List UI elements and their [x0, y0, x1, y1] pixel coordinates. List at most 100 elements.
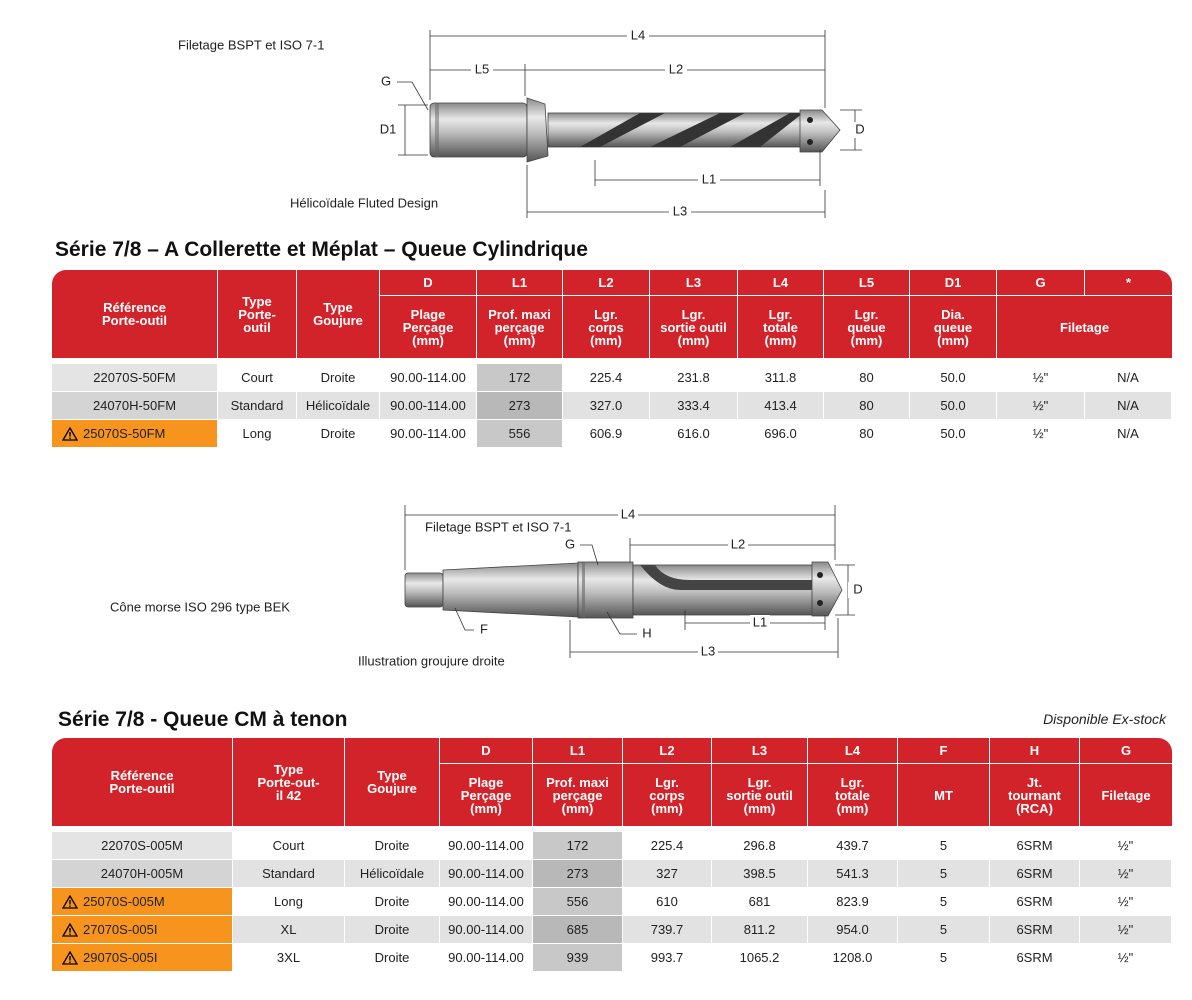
data-cell: 413.4 [738, 392, 824, 420]
data-cell: 556 [533, 888, 623, 916]
data-cell: N/A [1085, 420, 1172, 448]
data-cell: 6SRM [990, 888, 1080, 916]
data-cell: 90.00-114.00 [440, 832, 533, 860]
data-cell: Droite [345, 832, 440, 860]
data-cell: 541.3 [808, 860, 898, 888]
data-cell: 6SRM [990, 860, 1080, 888]
column-header: L5 [824, 270, 910, 296]
data-row: 25070S-50FM Long Droite 90.00-114.00 556 606.… [52, 420, 1172, 448]
dimension-label: D1 [380, 121, 397, 136]
label-bg [637, 626, 657, 642]
label-bg [848, 582, 868, 598]
data-cell: 616.0 [650, 420, 738, 448]
data-cell: 5 [898, 916, 990, 944]
label-bg [665, 62, 687, 78]
diagram-label: Hélicoïdale Fluted Design [290, 195, 438, 210]
data-cell: 50.0 [910, 392, 997, 420]
column-header: G [1080, 738, 1172, 764]
data-cell: 333.4 [650, 392, 738, 420]
data-cell: Droite [297, 364, 380, 392]
spacer [52, 358, 1172, 364]
column-subheader: Dia. queue (mm) [910, 296, 997, 358]
data-cell: Court [233, 832, 345, 860]
data-cell: N/A [1085, 364, 1172, 392]
dimension-label: L5 [475, 61, 489, 76]
column-header: L4 [738, 270, 824, 296]
data-cell: 80 [824, 392, 910, 420]
column-subheader: Jt. tournant (RCA) [990, 764, 1080, 826]
data-cell: Droite [345, 916, 440, 944]
warning-icon [61, 894, 79, 909]
spec-table: Référence Porte-outil Type Porte-out- il … [52, 738, 1172, 972]
data-row: 27070S-005I XL Droite 90.00-114.00 685 739.7 8… [52, 916, 1172, 944]
data-cell: Hélicoïdale [345, 860, 440, 888]
data-cell: 5 [898, 832, 990, 860]
column-header: D1 [910, 270, 997, 296]
column-header: Type Goujure [345, 738, 440, 826]
data-cell: ½" [1080, 944, 1172, 972]
data-row: 29070S-005I 3XL Droite 90.00-114.00 939 993.7… [52, 944, 1172, 972]
column-subheader: Lgr. corps (mm) [563, 296, 650, 358]
dimension-label: L2 [669, 61, 683, 76]
column-header: L3 [650, 270, 738, 296]
data-row: 22070S-50FM Court Droite 90.00-114.00 172 225… [52, 364, 1172, 392]
data-row: 24070H-50FM Standard Hélicoïdale 90.00-114.… [52, 392, 1172, 420]
data-cell: 80 [824, 420, 910, 448]
data-cell: Droite [345, 944, 440, 972]
reference-cell: 25070S-50FM [52, 420, 218, 448]
column-header: L4 [808, 738, 898, 764]
label-bg [618, 507, 638, 523]
column-header: Type Porte- outil [218, 270, 297, 358]
column-header: Référence Porte-outil [52, 738, 233, 826]
label-bg [728, 537, 748, 553]
data-cell: 273 [533, 860, 623, 888]
data-cell: 172 [477, 364, 563, 392]
data-cell: 993.7 [623, 944, 712, 972]
data-row: 24070H-005M Standard Hélicoïdale 90.00-114.… [52, 860, 1172, 888]
label-bg [474, 622, 494, 638]
data-cell: 6SRM [990, 832, 1080, 860]
column-header: Type Goujure [297, 270, 380, 358]
dimension-label: G [381, 73, 391, 88]
data-cell: ½" [1080, 832, 1172, 860]
table-title: Série 7/8 – A Collerette et Méplat – Que… [55, 238, 588, 261]
data-cell: 398.5 [712, 860, 808, 888]
column-header: F [898, 738, 990, 764]
spacer-cell [52, 358, 1172, 364]
tool-drawing-1 [429, 97, 841, 163]
label-bg [698, 644, 718, 660]
data-cell: 327 [623, 860, 712, 888]
dimension-label: L4 [631, 27, 645, 42]
reference-cell: 25070S-005M [52, 888, 233, 916]
data-cell: 50.0 [910, 364, 997, 392]
column-subheader: Lgr. sortie outil (mm) [712, 764, 808, 826]
dimension-label: L3 [701, 643, 715, 658]
data-cell: 80 [824, 364, 910, 392]
spacer-cell [52, 826, 1172, 832]
column-subheader: Plage Perçage (mm) [440, 764, 533, 826]
data-cell: 696.0 [738, 420, 824, 448]
dimension-label: D [853, 581, 862, 596]
data-cell: 6SRM [990, 916, 1080, 944]
column-subheader: Filetage [1080, 764, 1172, 826]
data-cell: 5 [898, 888, 990, 916]
data-cell: 5 [898, 860, 990, 888]
data-cell: ½" [1080, 888, 1172, 916]
warning-icon [61, 950, 79, 965]
header-row: Référence Porte-outil Type Porte-out- il … [52, 738, 1172, 826]
dimension-label: L2 [731, 536, 745, 551]
data-cell: 1065.2 [712, 944, 808, 972]
dimension-label: L1 [702, 171, 716, 186]
spacer [52, 826, 1172, 832]
reference-cell: 24070H-50FM [52, 392, 218, 420]
header-row: Plage Perçage (mm) Prof. maxi perçage (mm… [52, 296, 1172, 358]
tool-drawing-2 [404, 561, 843, 619]
column-header: L2 [563, 270, 650, 296]
data-cell: 90.00-114.00 [440, 888, 533, 916]
data-cell: 6SRM [990, 944, 1080, 972]
data-cell: 90.00-114.00 [440, 860, 533, 888]
data-cell: 811.2 [712, 916, 808, 944]
data-cell: 939 [533, 944, 623, 972]
data-cell: XL [233, 916, 345, 944]
